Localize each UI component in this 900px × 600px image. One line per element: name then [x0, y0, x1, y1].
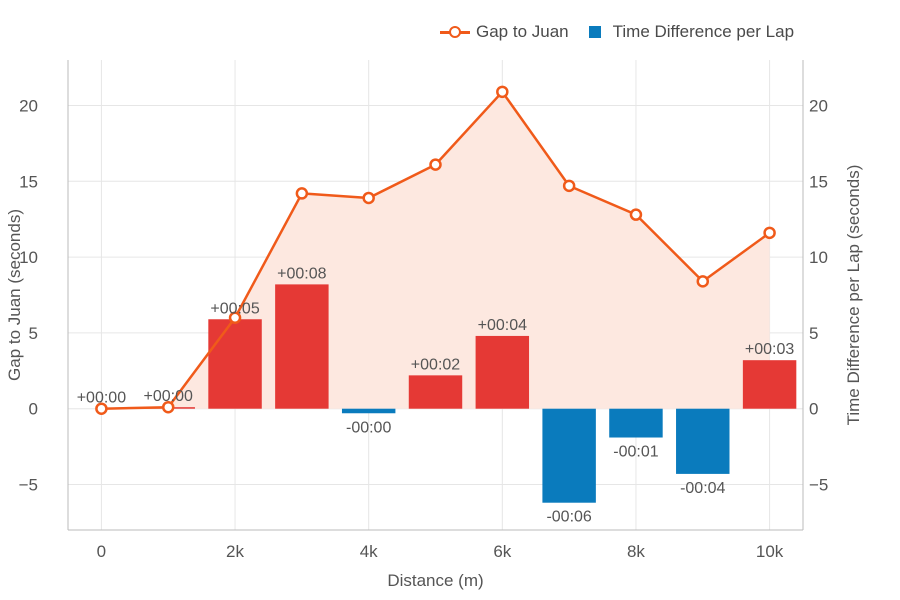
lap-diff-bar — [475, 335, 530, 409]
x-axis-title: Distance (m) — [387, 571, 483, 590]
y-left-tick-label: 15 — [19, 172, 38, 191]
gap-point — [161, 400, 175, 414]
bar-data-label: -00:01 — [613, 444, 658, 461]
lap-diff-bar — [609, 408, 663, 438]
lap-diff-bar — [275, 284, 329, 409]
bar-data-label: +00:03 — [745, 341, 794, 358]
lap-diff-bar — [341, 408, 396, 414]
gap-point — [429, 158, 442, 171]
lap-diff-bar — [542, 408, 596, 503]
y-right-tick-label: 15 — [809, 172, 828, 191]
legend-item-diff[interactable]: Time Difference per Lap — [587, 22, 794, 42]
bar-data-label: +00:04 — [478, 317, 527, 334]
gap-point — [295, 187, 309, 200]
y-left-tick-label: 5 — [29, 324, 38, 343]
y-left-tick-label: 20 — [19, 96, 38, 115]
gap-point — [629, 208, 643, 221]
x-tick-label: 8k — [627, 542, 645, 561]
y-left-tick-label: −5 — [19, 476, 38, 495]
legend-label-gap: Gap to Juan — [476, 22, 569, 41]
gap-point — [362, 191, 375, 205]
y-left-tick-label: 0 — [29, 400, 38, 419]
gap-area-fill — [101, 91, 770, 409]
legend: Gap to Juan Time Difference per Lap — [440, 18, 812, 46]
y-right-tick-label: −5 — [809, 476, 828, 495]
y-right-tick-label: 0 — [809, 400, 818, 419]
lap-diff-bar — [742, 360, 797, 409]
gap-point — [95, 402, 108, 415]
legend-item-gap[interactable]: Gap to Juan — [440, 22, 569, 42]
bar-data-label: +00:05 — [210, 300, 259, 317]
x-tick-label: 4k — [360, 542, 378, 561]
gap-point — [562, 179, 576, 193]
y-left-axis-title: Gap to Juan (seconds) — [5, 209, 24, 381]
lap-diff-bar — [408, 375, 463, 409]
x-tick-label: 0 — [97, 542, 106, 561]
legend-label-diff: Time Difference per Lap — [612, 22, 795, 41]
bar-data-label: -00:06 — [546, 509, 591, 526]
bar-data-label: +00:00 — [144, 388, 193, 405]
line-marker-icon — [440, 25, 470, 39]
gap-point — [228, 311, 242, 324]
bar-data-label: +00:02 — [411, 356, 460, 373]
bar-data-label: -00:00 — [346, 419, 391, 436]
gap-point — [763, 226, 776, 240]
lap-diff-bar — [676, 408, 730, 474]
bar-data-label: -00:04 — [680, 480, 725, 497]
lap-diff-bar — [208, 319, 262, 409]
gap-point — [696, 275, 710, 288]
bar-data-label: +00:08 — [277, 265, 326, 282]
y-right-tick-label: 10 — [809, 248, 828, 267]
square-marker-icon — [588, 26, 601, 38]
y-right-tick-label: 5 — [809, 324, 818, 343]
y-right-tick-label: 20 — [809, 96, 828, 115]
bar-data-label: +00:00 — [77, 390, 126, 407]
y-right-axis-title: Time Difference per Lap (seconds) — [844, 165, 863, 426]
y-left-tick-label: 10 — [19, 248, 38, 267]
gap-point — [496, 85, 509, 99]
x-tick-label: 2k — [226, 542, 244, 561]
x-tick-label: 6k — [493, 542, 511, 561]
x-tick-label: 10k — [756, 542, 784, 561]
